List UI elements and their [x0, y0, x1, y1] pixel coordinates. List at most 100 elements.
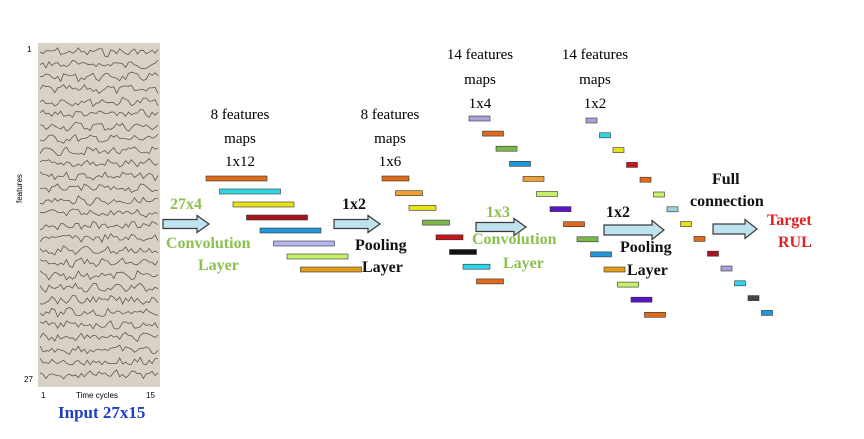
fm3-bar — [509, 161, 531, 167]
fc-op-line1: Full — [712, 171, 740, 188]
fm2-bar — [422, 219, 450, 226]
fm4-bar — [720, 265, 733, 272]
fm1-bar — [286, 253, 349, 260]
pool1-op-line1: Pooling — [355, 237, 407, 254]
fm4-line2: maps — [579, 72, 611, 88]
input-x-right-label: 15 — [146, 391, 155, 400]
fm4-bar — [761, 310, 773, 316]
fm2-bar — [408, 205, 437, 211]
fm3-bar — [644, 311, 666, 318]
fm3-bar — [590, 251, 612, 258]
input-x-left-label: 1 — [41, 391, 46, 400]
input-signal-trace — [39, 146, 159, 156]
conv2-op-line1: Convolution — [472, 231, 557, 248]
fm3-bar — [549, 206, 572, 212]
input-y-axis-label: features — [15, 174, 24, 203]
fm3-bar — [630, 296, 653, 303]
pool2-arrow — [603, 219, 665, 241]
input-signal-trace — [39, 369, 159, 380]
fm3-bar — [536, 191, 558, 197]
conv1-arrow — [162, 214, 211, 234]
input-signal-trace — [39, 108, 159, 119]
arrows — [162, 214, 758, 241]
input-signal-trace — [39, 183, 159, 194]
fm4-bar — [639, 176, 652, 183]
input-signal-trace — [39, 71, 159, 83]
input-x-axis-label: Time cycles — [76, 391, 118, 400]
conv1-op-line2: Layer — [198, 257, 239, 274]
pool1-op-line2: Layer — [362, 259, 403, 276]
conv1-kernel: 27x4 — [170, 196, 202, 213]
fm3-line2: maps — [464, 72, 496, 88]
fm3-bar — [495, 145, 518, 152]
conv2-kernel: 1x3 — [486, 204, 510, 221]
fm2-bar — [381, 175, 410, 182]
fm4-bar — [680, 221, 692, 227]
conv2-op-line2: Layer — [503, 255, 544, 272]
input-signal-trace — [39, 232, 159, 244]
input-panel-background — [38, 43, 160, 387]
fm4-bar — [666, 206, 679, 213]
input-signal-trace — [39, 195, 159, 206]
fm3-bar — [603, 266, 626, 273]
fm3-bar — [563, 221, 585, 227]
fm1-line2: maps — [224, 131, 256, 147]
fm4-bar — [599, 132, 611, 139]
fm2-line3: 1x6 — [378, 154, 402, 170]
fm4-line1: 14 features — [561, 47, 629, 63]
fm3-bar — [617, 281, 639, 288]
conv2-arrow — [475, 217, 528, 237]
fm1-bar — [300, 266, 362, 273]
fm4-bar — [585, 117, 598, 124]
fm3-bar — [576, 236, 599, 243]
fm1-line3: 1x12 — [225, 154, 255, 170]
input-signal-trace — [39, 121, 159, 132]
feature-map-bars — [205, 115, 773, 318]
input-panel — [38, 43, 160, 387]
fm2-line1: 8 features — [360, 107, 420, 123]
fm1-bar — [259, 227, 322, 234]
fm4-bar — [747, 295, 760, 301]
fm2-bar — [395, 190, 423, 196]
fm1-bar — [232, 201, 295, 208]
fm1-bar — [219, 188, 281, 195]
pool2-op-line1: Pooling — [620, 239, 672, 256]
input-signal-trace — [39, 220, 159, 231]
fm4-bar — [693, 236, 706, 242]
input-caption: Input 27x15 — [58, 403, 146, 422]
fm1-bar — [205, 175, 268, 182]
fc-op-line2: connection — [690, 193, 764, 210]
output-line1: Target — [767, 212, 812, 229]
fm2-bar — [449, 249, 477, 255]
pool2-op-line2: Layer — [627, 262, 668, 279]
fm2-bar — [462, 263, 491, 270]
input-signal-trace — [39, 208, 159, 218]
fm2-line2: maps — [374, 131, 406, 147]
input-signal-trace — [39, 171, 159, 182]
fm3-line1: 14 features — [446, 47, 514, 63]
fm3-bar — [468, 115, 491, 122]
input-y-top-label: 1 — [27, 45, 32, 54]
input-signal-trace — [39, 282, 159, 293]
fm3-bar — [522, 176, 545, 182]
conv1-op-line1: Convolution — [166, 235, 251, 252]
input-signal-trace — [39, 320, 159, 330]
input-signal-trace — [39, 294, 159, 306]
pool1-arrow — [333, 214, 382, 234]
fm2-bar — [476, 278, 504, 285]
fm4-bar — [734, 280, 746, 287]
pool1-kernel: 1x2 — [342, 196, 366, 213]
input-signal-trace — [39, 96, 159, 108]
input-signal-trace — [39, 270, 159, 281]
input-signal-trace — [39, 47, 159, 58]
fm3-line3: 1x4 — [468, 96, 492, 112]
fm4-line3: 1x2 — [583, 96, 607, 112]
fm1-bar — [273, 240, 335, 247]
fm4-bar — [707, 250, 719, 257]
input-signal-trace — [39, 158, 159, 168]
input-signal-trace — [39, 245, 159, 256]
input-signal-trace — [39, 59, 159, 70]
input-signal-trace — [39, 257, 159, 269]
fm4-bar — [653, 191, 665, 198]
